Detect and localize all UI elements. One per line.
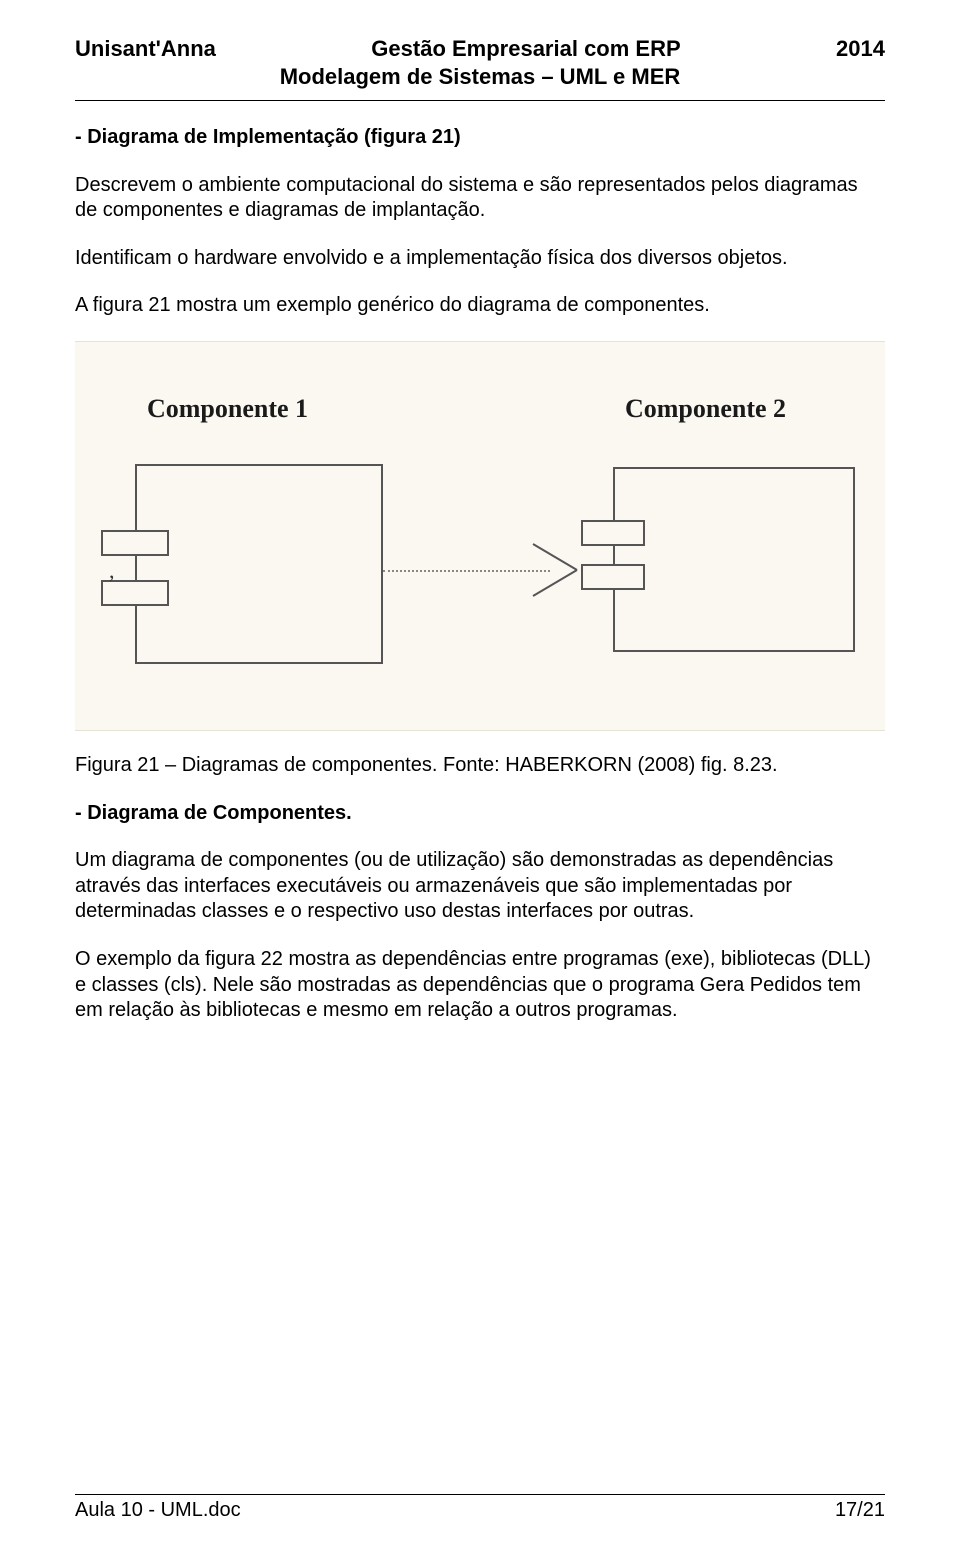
paragraph: O exemplo da figura 22 mostra as dependê… <box>75 947 885 1024</box>
paragraph: Um diagrama de componentes (ou de utiliz… <box>75 848 885 925</box>
header-right: 2014 <box>836 36 885 62</box>
paragraph: A figura 21 mostra um exemplo genérico d… <box>75 293 885 319</box>
footer-page-number: 17/21 <box>835 1499 885 1522</box>
component-label-2: Componente 2 <box>625 394 786 424</box>
paragraph: Descrevem o ambiente computacional do si… <box>75 173 885 224</box>
paragraph: Identificam o hardware envolvido e a imp… <box>75 246 885 272</box>
page-footer: Aula 10 - UML.doc 17/21 <box>75 1494 885 1522</box>
component-box-2 <box>613 467 855 652</box>
component-box-1 <box>135 464 383 664</box>
page-header: Unisant'Anna Gestão Empresarial com ERP … <box>75 36 885 101</box>
footer-filename: Aula 10 - UML.doc <box>75 1499 241 1522</box>
component-port <box>101 530 169 556</box>
section-heading-implementation: - Diagrama de Implementação (figura 21) <box>75 125 885 151</box>
component-label-1: Componente 1 <box>147 394 308 424</box>
header-center: Gestão Empresarial com ERP <box>371 36 680 62</box>
section-heading-components: - Diagrama de Componentes. <box>75 801 885 827</box>
dependency-arrow-line <box>383 570 550 572</box>
component-diagram-figure: Componente 1 Componente 2 , <box>75 341 885 731</box>
figure-caption: Figura 21 – Diagramas de componentes. Fo… <box>75 753 885 779</box>
header-divider <box>75 100 885 101</box>
component-port <box>581 520 645 546</box>
component-port <box>581 564 645 590</box>
comma-mark: , <box>109 558 115 584</box>
page-content: - Diagrama de Implementação (figura 21) … <box>75 125 885 1024</box>
dependency-arrowhead <box>529 540 589 600</box>
header-subtitle: Modelagem de Sistemas – UML e MER <box>75 64 885 90</box>
footer-divider <box>75 1494 885 1495</box>
header-left: Unisant'Anna <box>75 36 216 62</box>
